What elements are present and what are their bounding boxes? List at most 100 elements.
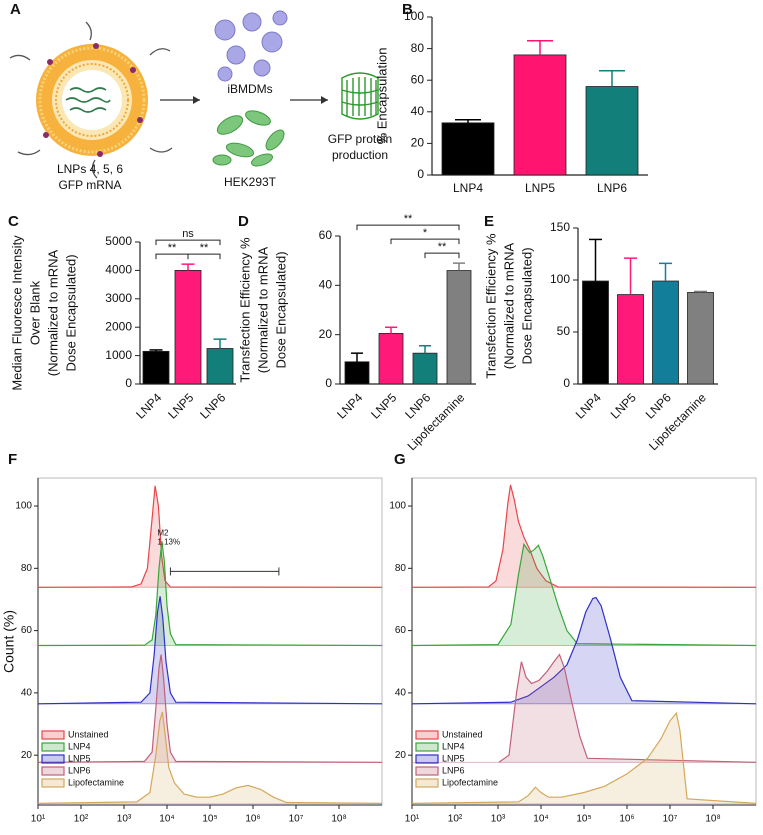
y-tick-label: 0 (125, 376, 132, 390)
y-tick-label: 100 (404, 9, 424, 23)
density-line (37, 541, 383, 647)
cell-label: iBMDMs (227, 82, 272, 96)
significance-label: ** (168, 242, 177, 254)
panel-label: D (238, 213, 249, 230)
density-area (412, 713, 756, 804)
y-axis-label: Median Fluoresce Intensity (9, 235, 24, 391)
y-tick-label: 50 (557, 324, 571, 338)
bar (617, 294, 644, 385)
panel-label: G (394, 451, 406, 468)
y-tick-label: 100 (389, 501, 406, 512)
product-label: production (332, 148, 388, 162)
density-line (37, 596, 383, 705)
x-tick-label: 10⁸ (331, 814, 346, 825)
y-tick-label: 40 (395, 688, 407, 699)
density-line (37, 485, 383, 588)
y-tick-label: 0 (325, 376, 332, 390)
legend-swatch (415, 754, 439, 764)
x-tick-label: LNP5 (608, 390, 639, 421)
significance-bracket (390, 238, 460, 245)
legend-label: Lipofectamine (68, 777, 124, 787)
legend-label: LNP6 (68, 765, 91, 775)
legend-label: LNP4 (442, 741, 465, 751)
lnp-label: GFP mRNA (58, 178, 121, 192)
x-tick-label: 10¹ (31, 814, 46, 825)
significance-label: ns (182, 228, 194, 240)
x-tick-label: LNP4 (133, 390, 164, 421)
x-tick-label: 10⁷ (663, 814, 678, 825)
x-tick-label: 10³ (117, 814, 132, 825)
density-line (37, 711, 383, 804)
y-tick-label: 80 (21, 563, 33, 574)
y-tick-label: 0 (417, 167, 424, 181)
x-tick-label: 10⁸ (705, 814, 720, 825)
y-tick-label: 2000 (105, 319, 132, 333)
significance-label: ** (438, 241, 447, 253)
x-tick-label: LNP4 (334, 390, 365, 421)
y-tick-label: 1000 (105, 348, 132, 362)
significance-label: ** (200, 242, 209, 254)
y-tick-label: 0 (563, 376, 570, 390)
y-axis-label: Dose Encapsulated) (273, 251, 288, 368)
arrow-head (193, 96, 200, 104)
density-line (411, 711, 757, 804)
y-axis-label: Count (%) (1, 610, 17, 673)
bar (174, 269, 202, 385)
y-tick-label: 60 (21, 625, 33, 636)
y-axis-label: Transfection Efficiency % (237, 237, 252, 383)
y-tick-label: 4000 (105, 263, 132, 277)
lnp-label: LNPs 4, 5, 6 (57, 162, 123, 176)
y-tick-label: 3000 (105, 291, 132, 305)
density-line (498, 653, 757, 763)
legend-label: Lipofectamine (442, 777, 498, 787)
density-area (412, 484, 756, 588)
panel-label: A (10, 1, 21, 18)
legend-label: Unstained (68, 729, 109, 739)
significance-bracket (187, 253, 221, 260)
x-tick-label: LNP5 (368, 390, 399, 421)
arrow-head (321, 96, 328, 104)
product-label: GFP protein (328, 132, 392, 146)
density-line (411, 542, 757, 647)
x-tick-label: 10³ (491, 814, 506, 825)
x-tick-label: LNP4 (573, 390, 604, 421)
panel-label: C (8, 213, 19, 230)
y-tick-label: 80 (395, 563, 407, 574)
density-line (411, 596, 757, 705)
y-tick-label: 60 (395, 625, 407, 636)
y-tick-label: 20 (21, 750, 33, 761)
bar (582, 280, 609, 385)
bar (378, 333, 404, 385)
cell-label: HEK293T (224, 175, 277, 189)
legend-swatch (415, 730, 439, 740)
x-tick-label: 10² (74, 814, 89, 825)
significance-label: ** (404, 213, 413, 225)
legend-swatch (41, 754, 65, 764)
bar (142, 350, 170, 385)
significance-bracket (356, 224, 460, 231)
y-axis-label: (Normalized to mRNA (45, 249, 60, 376)
gate-label: M2 (157, 529, 169, 538)
x-tick-label: LNP6 (597, 181, 627, 195)
x-tick-label: LNP4 (453, 181, 483, 195)
bar (446, 270, 472, 385)
bar (652, 280, 679, 385)
x-tick-label: 10⁴ (533, 814, 548, 825)
legend-swatch (415, 742, 439, 752)
x-tick-label: 10⁶ (619, 814, 634, 825)
density-line (37, 654, 383, 763)
x-tick-label: 10⁷ (289, 814, 304, 825)
y-tick-label: 80 (411, 41, 425, 55)
legend-swatch (41, 730, 65, 740)
legend-swatch (415, 766, 439, 776)
bar (412, 352, 438, 385)
density-line (411, 484, 757, 588)
x-tick-label: 10⁵ (576, 814, 591, 825)
legend-label: LNP6 (442, 765, 465, 775)
y-axis-label: Dose Encapsulated) (519, 247, 534, 364)
legend-label: LNP5 (68, 753, 91, 763)
significance-bracket (424, 252, 460, 259)
x-tick-label: 10⁶ (245, 814, 260, 825)
density-area (498, 654, 756, 763)
